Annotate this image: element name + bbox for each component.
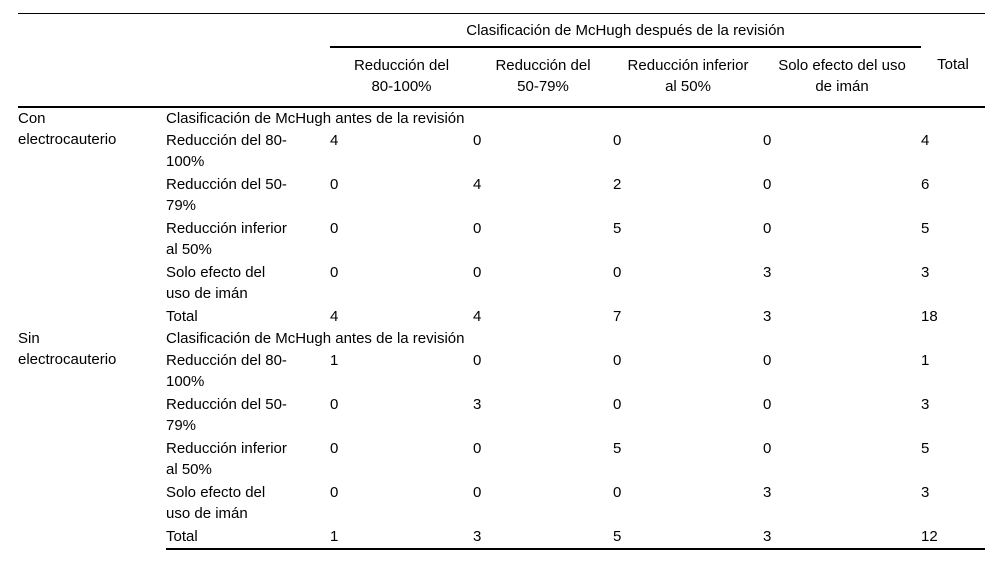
table-row: Reducción del 50- 79% 0 3 0 0 3 [18, 394, 985, 438]
column-header-row: Reducción del 80-100% Reducción del 50-7… [18, 47, 986, 108]
cell-value: 0 [763, 440, 772, 457]
spanner-spacer-left [18, 14, 330, 48]
cell-value: 0 [763, 352, 772, 369]
cell-value: 0 [330, 220, 339, 237]
table-row: Reducción del 80- 100% 1 0 0 0 1 [18, 350, 985, 394]
row-total-value: 3 [921, 484, 930, 501]
table-row: Reducción del 80- 100% 4 0 0 0 4 [18, 130, 985, 174]
cell-value: 2 [613, 176, 622, 193]
row-total-value: 4 [921, 132, 930, 149]
total-row-label: Total [166, 308, 198, 325]
spanner-spacer-right [921, 14, 985, 48]
cell-value: 0 [613, 352, 622, 369]
grand-total-value: 18 [921, 308, 938, 325]
group-2-subheader-row: Sin electrocauterio Clasificación de McH… [18, 328, 985, 368]
table-row: Reducción inferior al 50% 0 0 5 0 5 [18, 218, 985, 262]
row-label: Solo efecto del uso de imán [166, 484, 266, 522]
total-cell-value: 1 [330, 526, 473, 550]
row-total-value: 5 [921, 440, 930, 457]
cell-value: 0 [613, 132, 622, 149]
cell-value: 0 [613, 396, 622, 413]
cell-value: 3 [473, 396, 482, 413]
cell-value: 0 [473, 132, 482, 149]
row-label: Solo efecto del uso de imán [166, 264, 266, 302]
mchugh-crosstab-table: Clasificación de McHugh después de la re… [18, 13, 986, 550]
cell-value: 0 [473, 352, 482, 369]
row-label: Reducción del 50- 79% [166, 176, 287, 214]
cell-value: 0 [763, 220, 772, 237]
cell-value: 5 [613, 220, 622, 237]
cell-value: 0 [330, 176, 339, 193]
spanner-row: Clasificación de McHugh después de la re… [18, 13, 985, 48]
table-row: Solo efecto del uso de imán 0 0 0 3 3 [18, 262, 985, 306]
group-2-subheader: Clasificación de McHugh antes de la revi… [166, 330, 465, 347]
group-1-total-row: Total 4 4 7 3 18 [18, 306, 985, 328]
table-row: Solo efecto del uso de imán 0 0 0 3 3 [18, 482, 985, 526]
row-label: Reducción del 50- 79% [166, 396, 287, 434]
row-total-value: 3 [921, 396, 930, 413]
cell-value: 0 [330, 440, 339, 457]
cell-value: 0 [473, 484, 482, 501]
group-1-subheader: Clasificación de McHugh antes de la revi… [166, 110, 465, 127]
total-row-label: Total [166, 526, 330, 550]
total-cell-value: 7 [613, 308, 622, 325]
total-cell-value: 4 [330, 308, 339, 325]
column-header-reduction-below-50: Reducción inferior al 50% [613, 47, 763, 108]
row-total-value: 6 [921, 176, 930, 193]
cell-value: 0 [613, 484, 622, 501]
cell-value: 1 [330, 352, 339, 369]
total-cell-value: 5 [613, 526, 763, 550]
row-label: Reducción del 80- 100% [166, 352, 287, 390]
cell-value: 0 [763, 396, 772, 413]
group-1-label: Con electrocauterio [18, 110, 117, 148]
row-label: Reducción inferior al 50% [166, 220, 287, 258]
cell-value: 0 [763, 132, 772, 149]
colhead-spacer [18, 47, 330, 108]
group-1-subheader-row: Con electrocauterio Clasificación de McH… [18, 107, 985, 148]
cell-value: 0 [473, 440, 482, 457]
cell-value: 0 [473, 264, 482, 281]
cell-value: 0 [330, 264, 339, 281]
row-total-value: 3 [921, 264, 930, 281]
group-2-label: Sin electrocauterio [18, 330, 117, 368]
table-row: Reducción inferior al 50% 0 0 5 0 5 [18, 438, 985, 482]
cell-value: 0 [763, 176, 772, 193]
total-cell-value: 4 [473, 308, 482, 325]
cell-value: 3 [763, 264, 772, 281]
column-header-reduction-50-79: Reducción del 50-79% [473, 47, 613, 108]
column-header-magnet-only: Solo efecto del uso de imán [763, 47, 922, 108]
column-header-reduction-80-100: Reducción del 80-100% [330, 47, 473, 108]
cell-value: 5 [613, 440, 622, 457]
total-cell-value: 3 [473, 526, 613, 550]
cell-value: 0 [473, 220, 482, 237]
grand-total-value: 12 [921, 526, 986, 550]
row-label: Reducción del 80- 100% [166, 132, 287, 170]
column-header-total: Total [921, 47, 986, 108]
spanner-header: Clasificación de McHugh después de la re… [330, 13, 922, 48]
total-cell-value: 3 [763, 526, 922, 550]
cell-value: 4 [473, 176, 482, 193]
cell-value: 0 [330, 484, 339, 501]
row-label: Reducción inferior al 50% [166, 440, 287, 478]
cell-value: 0 [613, 264, 622, 281]
cell-value: 3 [763, 484, 772, 501]
group-2-total-row: Total 1 3 5 3 12 [18, 526, 986, 550]
cell-value: 4 [330, 132, 339, 149]
row-total-value: 5 [921, 220, 930, 237]
total-cell-value: 3 [763, 308, 772, 325]
row-total-value: 1 [921, 352, 930, 369]
table-row: Reducción del 50- 79% 0 4 2 0 6 [18, 174, 985, 218]
cell-value: 0 [330, 396, 339, 413]
